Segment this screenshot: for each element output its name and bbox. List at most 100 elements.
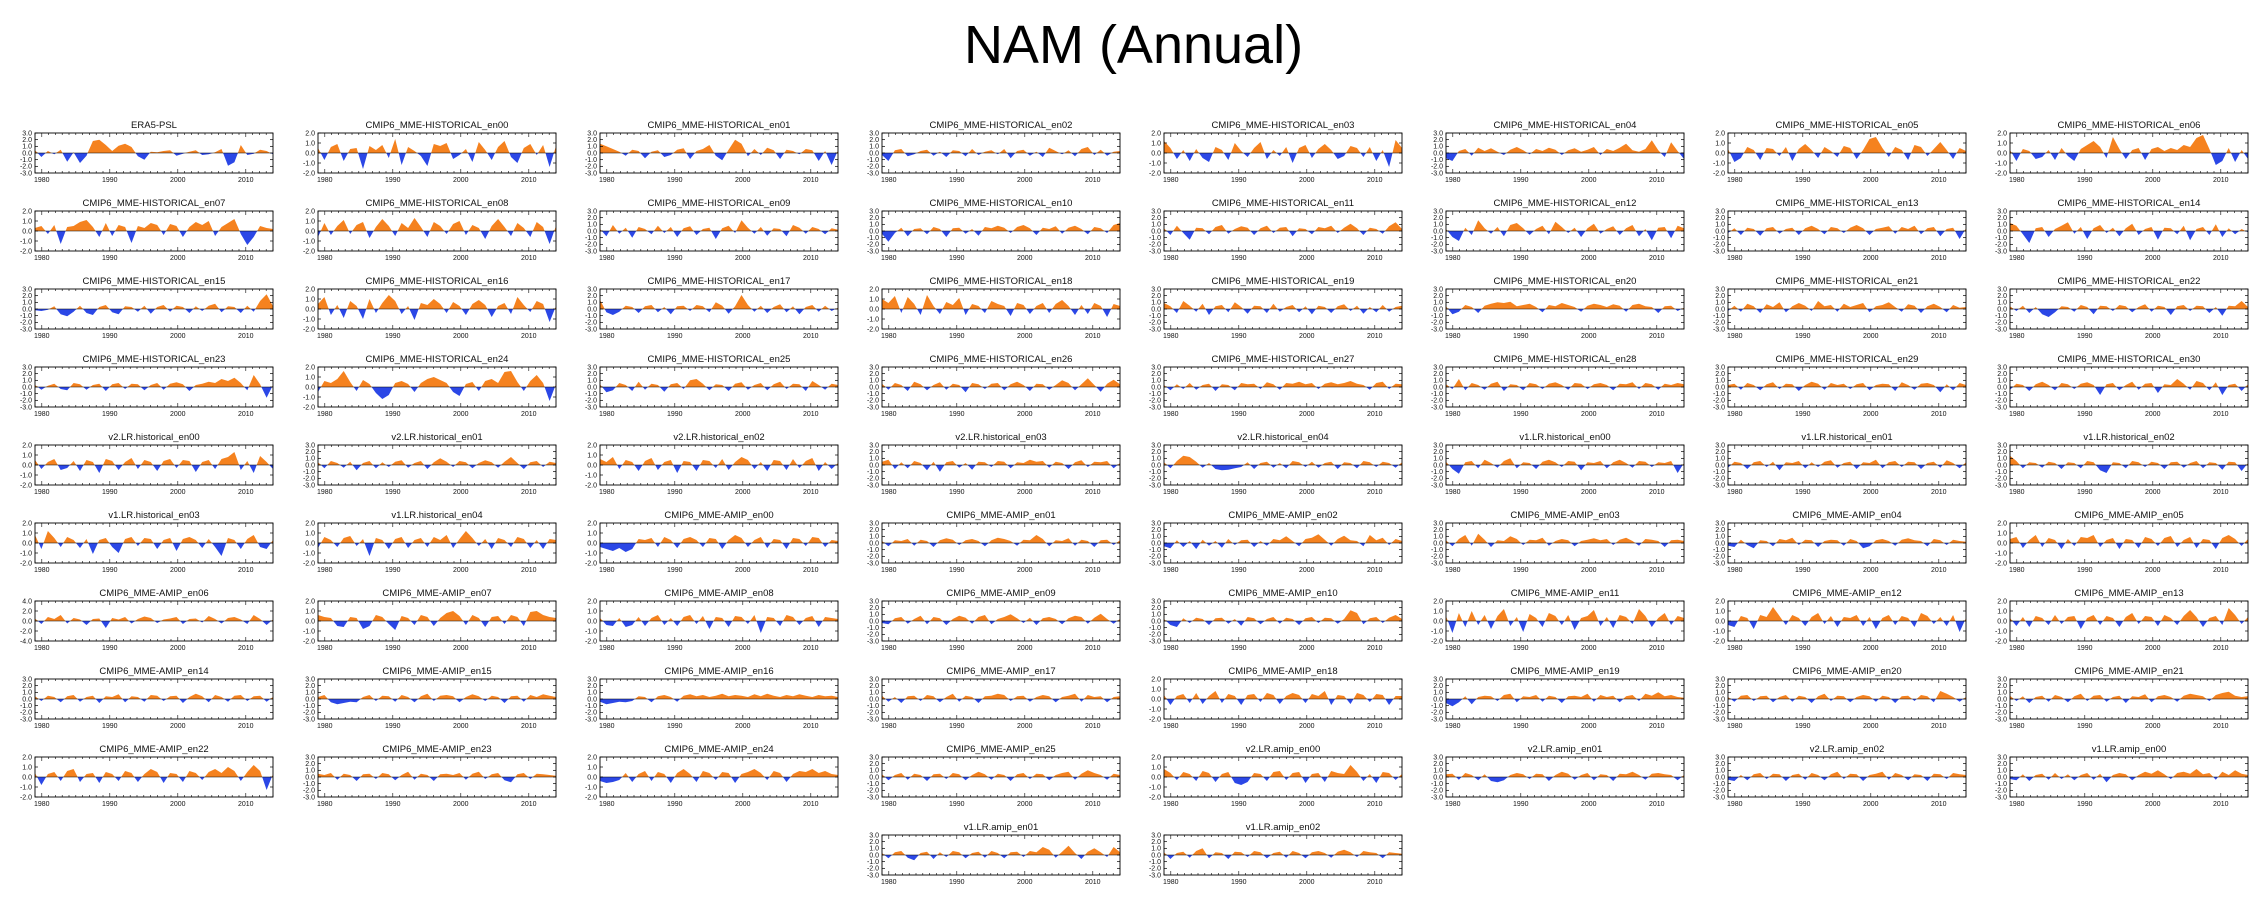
negative-area-cmip6-mme-historical-en24-4 xyxy=(449,387,465,396)
x-tick-label-cmip6-mme-historical-en11-1990: 1990 xyxy=(1231,255,1247,262)
positive-area-cmip6-mme-historical-en04-0 xyxy=(1457,149,1470,153)
positive-area-cmip6-mme-historical-en16-11 xyxy=(532,301,545,309)
y-tick-label-v2-lr-historical-en02-3: -1.0 xyxy=(585,472,597,479)
positive-area-cmip6-mme-historical-en28-0 xyxy=(1446,384,1450,387)
x-tick-label-cmip6-mme-historical-en22-2000: 2000 xyxy=(2145,333,2161,340)
negative-area-v1-lr-historical-en03-8 xyxy=(198,543,206,548)
y-tick-label-era5-psl-6: -3.0 xyxy=(20,170,32,177)
negative-area-cmip6-mme-historical-en03-9 xyxy=(1333,153,1346,159)
y-tick-label-era5-psl-0: 3.0 xyxy=(22,130,32,137)
positive-area-v1-lr-historical-en02-11 xyxy=(2226,461,2238,465)
y-tick-label-v1-lr-historical-en00-5: -2.0 xyxy=(1431,476,1443,483)
panel-title-cmip6-mme-historical-en06: CMIP6_MME-HISTORICAL_en06 xyxy=(2058,120,2201,131)
y-tick-label-cmip6-mme-historical-en28-6: -3.0 xyxy=(1431,404,1443,411)
y-tick-label-cmip6-mme-historical-en15-2: 1.0 xyxy=(22,300,32,307)
negative-area-v2-lr-historical-en02-5 xyxy=(713,465,718,468)
positive-area-cmip6-mme-historical-en22-8 xyxy=(2154,305,2166,309)
positive-area-cmip6-mme-historical-en10-10 xyxy=(1108,223,1120,231)
negative-area-v2-lr-historical-en01-8 xyxy=(468,465,477,469)
negative-area-cmip6-mme-historical-en13-8 xyxy=(1892,231,1898,234)
negative-area-cmip6-mme-historical-en25-4 xyxy=(681,387,686,389)
negative-area-cmip6-mme-historical-en11-6 xyxy=(1289,231,1297,237)
positive-area-cmip6-mme-historical-en27-4 xyxy=(1219,384,1231,387)
negative-area-cmip6-mme-historical-en04-0 xyxy=(1446,153,1458,161)
negative-area-v2-lr-historical-en03-5 xyxy=(967,465,976,470)
positive-area-v2-lr-historical-en01-0 xyxy=(318,462,321,465)
x-tick-label-cmip6-mme-historical-en28-1980: 1980 xyxy=(1445,411,1461,418)
x-tick-label-cmip6-mme-historical-en17-1980: 1980 xyxy=(599,333,615,340)
figure-title: NAM (Annual) xyxy=(963,15,1304,75)
y-tick-label-cmip6-mme-historical-en22-0: 3.0 xyxy=(1997,286,2007,293)
positive-area-cmip6-mme-historical-en04-4 xyxy=(1564,147,1599,153)
positive-area-v1-lr-historical-en01-11 xyxy=(1942,460,1956,465)
positive-area-v1-lr-historical-en03-3 xyxy=(83,539,89,543)
negative-area-cmip6-mme-historical-en11-2 xyxy=(1205,231,1212,235)
positive-area-v1-lr-historical-en03-9 xyxy=(205,539,212,543)
positive-area-cmip6-mme-historical-en29-0 xyxy=(1728,383,1738,387)
y-tick-label-cmip6-mme-historical-en08-3: -1.0 xyxy=(303,238,315,245)
negative-area-v2-lr-historical-en04-6 xyxy=(1302,465,1308,467)
x-tick-label-cmip6-mme-historical-en07-1990: 1990 xyxy=(102,255,118,262)
positive-area-v2-lr-historical-en00-11 xyxy=(244,461,250,465)
y-tick-label-cmip6-mme-historical-en11-0: 3.0 xyxy=(1151,208,1161,215)
negative-area-cmip6-mme-historical-en22-1 xyxy=(2025,309,2034,313)
positive-area-cmip6-mme-historical-en11-2 xyxy=(1194,227,1206,231)
x-tick-label-cmip6-mme-historical-en19-2010: 2010 xyxy=(1367,333,1383,340)
positive-area-cmip6-mme-historical-en25-0 xyxy=(600,384,603,387)
negative-area-cmip6-mme-historical-en05-5 xyxy=(1833,153,1840,157)
positive-area-cmip6-mme-historical-en29-4 xyxy=(1803,381,1822,387)
negative-area-cmip6-mme-historical-en26-8 xyxy=(1046,387,1053,390)
negative-area-cmip6-mme-historical-en04-2 xyxy=(1500,153,1507,155)
positive-area-cmip6-mme-historical-en23-5 xyxy=(127,383,141,387)
negative-area-v2-lr-historical-en03-10 xyxy=(1085,465,1091,467)
panel-title-cmip6-mme-historical-en21: CMIP6_MME-HISTORICAL_en21 xyxy=(1776,276,1919,287)
x-tick-label-cmip6-mme-historical-en30-2010: 2010 xyxy=(2213,411,2229,418)
positive-area-cmip6-mme-historical-en12-13 xyxy=(1674,225,1684,231)
negative-area-v1-lr-historical-en01-4 xyxy=(1802,465,1809,469)
negative-area-v1-lr-historical-en03-11 xyxy=(258,543,271,549)
panel-cmip6-mme-historical-en05: CMIP6_MME-HISTORICAL_en05 2.0 1.0 0.0 -1.0 -2… xyxy=(1713,120,1967,184)
negative-area-v2-lr-historical-en00-12 xyxy=(269,465,273,469)
negative-area-cmip6-mme-historical-en14-8 xyxy=(2173,231,2180,235)
y-tick-label-cmip6-mme-historical-en22-5: -2.0 xyxy=(1995,320,2007,327)
positive-area-cmip6-mme-historical-en28-2 xyxy=(1468,383,1481,387)
negative-area-v2-lr-historical-en00-10 xyxy=(239,465,245,470)
negative-area-cmip6-mme-historical-en29-8 xyxy=(1910,387,1918,390)
y-tick-label-v2-lr-historical-en04-2: 1.0 xyxy=(1151,456,1161,463)
y-tick-label-cmip6-mme-historical-en28-5: -2.0 xyxy=(1431,398,1443,405)
y-tick-label-cmip6-mme-historical-en15-5: -2.0 xyxy=(20,320,32,327)
positive-area-cmip6-mme-historical-en09-7 xyxy=(700,227,712,231)
y-tick-label-cmip6-mme-historical-en24-4: -2.0 xyxy=(303,404,315,411)
positive-area-cmip6-mme-historical-en03-2 xyxy=(1194,149,1199,153)
positive-area-cmip6-mme-historical-en08-2 xyxy=(352,222,367,231)
y-tick-label-v1-lr-historical-en02-1: 2.0 xyxy=(1997,449,2007,456)
y-tick-label-cmip6-mme-historical-en07-3: -1.0 xyxy=(20,238,32,245)
negative-area-v1-lr-historical-en01-5 xyxy=(1815,465,1821,467)
y-tick-label-cmip6-mme-historical-en24-3: -1.0 xyxy=(303,394,315,401)
y-tick-label-cmip6-mme-historical-en25-5: -2.0 xyxy=(585,398,597,405)
negative-area-cmip6-mme-historical-en29-3 xyxy=(1794,387,1803,391)
x-tick-label-v2-lr-historical-en01-1990: 1990 xyxy=(385,489,401,496)
positive-area-cmip6-mme-historical-en00-10 xyxy=(521,144,536,153)
panel-title-cmip6-mme-historical-en30: CMIP6_MME-HISTORICAL_en30 xyxy=(2058,354,2201,365)
negative-area-cmip6-mme-historical-en14-12 xyxy=(2231,231,2240,235)
panel-title-cmip6-mme-historical-en29: CMIP6_MME-HISTORICAL_en29 xyxy=(1776,354,1919,365)
negative-area-cmip6-mme-historical-en12-4 xyxy=(1525,231,1534,235)
negative-area-cmip6-mme-historical-en05-8 xyxy=(1903,153,1912,160)
y-tick-label-cmip6-mme-historical-en04-2: 1.0 xyxy=(1433,144,1443,151)
negative-area-cmip6-mme-historical-en03-7 xyxy=(1288,153,1297,163)
x-tick-label-cmip6-mme-historical-en11-2010: 2010 xyxy=(1367,255,1383,262)
positive-area-cmip6-mme-historical-en09-8 xyxy=(720,225,734,231)
x-tick-label-cmip6-mme-historical-en25-2010: 2010 xyxy=(803,411,819,418)
negative-area-cmip6-mme-historical-en21-4 xyxy=(1809,309,1813,311)
x-tick-label-v1-lr-historical-en01-1980: 1980 xyxy=(1727,489,1743,496)
x-tick-label-cmip6-mme-historical-en00-2010: 2010 xyxy=(521,177,537,184)
positive-area-cmip6-mme-historical-en12-9 xyxy=(1604,226,1617,231)
negative-area-cmip6-mme-historical-en17-1 xyxy=(634,309,643,313)
positive-area-cmip6-mme-historical-en23-7 xyxy=(166,382,186,387)
panel-cmip6-mme-historical-en02: CMIP6_MME-HISTORICAL_en02 3.02.01.00.0-1.… xyxy=(867,120,1121,184)
negative-area-cmip6-mme-historical-en09-13 xyxy=(821,231,829,235)
negative-area-cmip6-mme-historical-en10-5 xyxy=(974,231,982,236)
x-tick-label-cmip6-mme-historical-en14-1990: 1990 xyxy=(2077,255,2093,262)
negative-area-cmip6-mme-historical-en09-4 xyxy=(662,231,667,233)
